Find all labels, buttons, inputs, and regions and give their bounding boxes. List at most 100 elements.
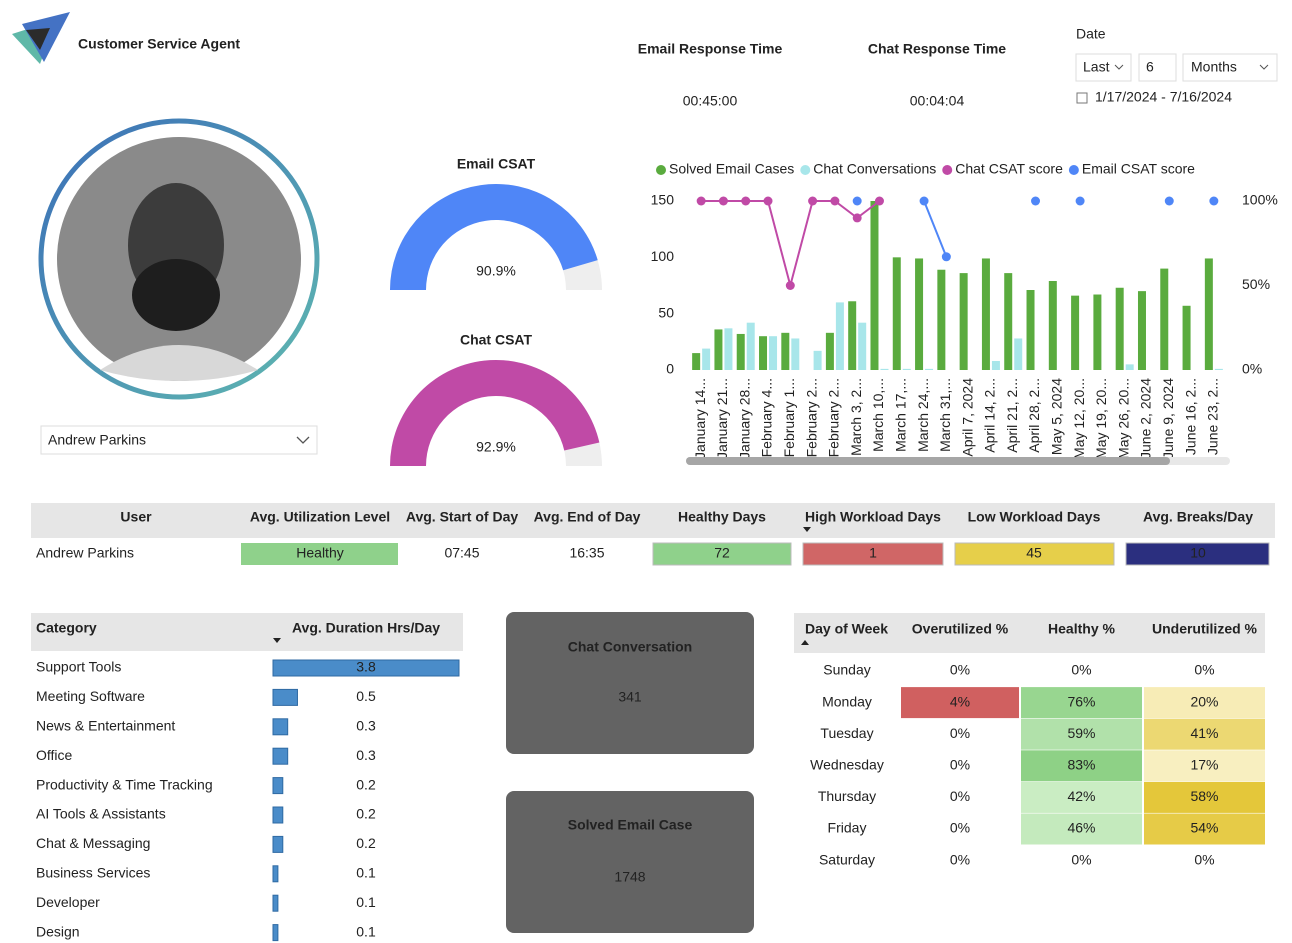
table-cell: 59% — [1067, 725, 1095, 741]
category-value: 0.1 — [356, 865, 376, 881]
y2-tick-label: 100% — [1242, 192, 1278, 208]
bar — [981, 258, 990, 370]
date-count: 6 — [1146, 59, 1154, 75]
category-value: 0.2 — [356, 806, 376, 822]
line-point — [852, 213, 862, 223]
x-tick-label: January 28... — [736, 378, 752, 459]
bar — [870, 201, 879, 370]
table-cell: 41% — [1190, 725, 1218, 741]
table-cell: 0% — [950, 725, 970, 741]
table-cell: 72 — [714, 545, 730, 561]
heat-cell — [1021, 813, 1142, 845]
x-tick-label: June 2, 2024 — [1138, 378, 1154, 459]
table-cell: 0% — [950, 788, 970, 804]
table-cell: 42% — [1067, 788, 1095, 804]
bar — [714, 329, 723, 370]
bar — [1182, 305, 1191, 370]
y-tick-label: 50 — [658, 304, 674, 320]
heat-cell — [1144, 718, 1265, 750]
date-label: Date — [1076, 26, 1106, 42]
table-cell: Healthy — [296, 545, 343, 561]
line-point — [785, 281, 795, 290]
table-cell: Andrew Parkins — [36, 545, 134, 561]
table-cell: 0% — [950, 820, 970, 836]
x-tick-label: April 28, 2... — [1026, 378, 1042, 453]
x-tick-label: February 2... — [803, 378, 819, 457]
bar — [880, 368, 889, 370]
heat-cell — [1144, 781, 1265, 813]
legend-label: Solved Email Cases — [669, 161, 794, 177]
bar — [759, 336, 768, 370]
table-cell: 16:35 — [569, 545, 604, 561]
x-tick-label: February 4... — [759, 378, 775, 457]
line-point — [741, 196, 751, 206]
cell-bar — [652, 542, 792, 566]
column-header: Category — [36, 620, 97, 636]
bar — [1204, 258, 1213, 370]
bar — [959, 273, 968, 370]
y-tick-label: 100 — [651, 248, 675, 264]
table-cell: 0% — [1194, 662, 1214, 678]
legend-marker — [656, 165, 666, 175]
card — [506, 791, 754, 933]
table-cell: 58% — [1190, 788, 1218, 804]
bar — [892, 257, 901, 370]
column-header: Healthy Days — [678, 509, 766, 525]
card — [506, 612, 754, 754]
x-tick-label: June 23, 2... — [1205, 378, 1221, 455]
category-name: Developer — [36, 894, 100, 910]
heat-cell — [1021, 687, 1142, 719]
gauge-title: Chat CSAT — [460, 332, 533, 348]
category-value: 0.1 — [356, 894, 376, 910]
x-tick-label: June 9, 2024 — [1160, 378, 1176, 459]
card-title: Chat Conversation — [568, 639, 692, 655]
y-tick-label: 150 — [651, 192, 675, 208]
category-name: News & Entertainment — [36, 718, 175, 734]
table-header-bg — [794, 613, 1265, 653]
x-tick-label: April 21, 2... — [1004, 378, 1020, 453]
card-title: Solved Email Case — [568, 817, 693, 833]
agent-dropdown[interactable] — [40, 425, 318, 455]
category-name: Support Tools — [36, 659, 121, 675]
bar — [848, 301, 857, 370]
table-cell: 0% — [1071, 662, 1091, 678]
agent-photo — [38, 118, 320, 400]
column-header: Avg. Utilization Level — [250, 509, 390, 525]
logo — [12, 12, 70, 64]
category-name: AI Tools & Assistants — [36, 806, 166, 822]
x-tick-label: January 21... — [714, 378, 730, 459]
table-cell: 0% — [1194, 851, 1214, 867]
data-bar — [272, 924, 279, 942]
category-value: 0.3 — [356, 718, 376, 734]
y2-tick-label: 0% — [1242, 361, 1262, 377]
card-value: 1748 — [614, 869, 645, 885]
bar — [791, 338, 800, 370]
heat-cell — [1144, 750, 1265, 782]
legend-label: Chat Conversations — [813, 161, 936, 177]
table-cell: Wednesday — [810, 757, 884, 773]
category-name: Office — [36, 747, 73, 763]
x-tick-label: May 26, 20... — [1115, 378, 1131, 459]
data-bar — [272, 718, 289, 736]
table-header-bg — [31, 613, 463, 651]
table-cell: 0% — [950, 851, 970, 867]
bar — [813, 350, 822, 370]
column-header: Avg. End of Day — [534, 509, 641, 525]
data-bar — [272, 777, 284, 795]
line-point — [874, 196, 884, 206]
bar — [1048, 280, 1057, 370]
kpi-value: 00:45:00 — [683, 93, 738, 109]
x-tick-label: February 1... — [781, 378, 797, 457]
column-header: Low Workload Days — [968, 509, 1101, 525]
date-unit: Months — [1191, 59, 1237, 75]
x-tick-label: April 14, 2... — [982, 378, 998, 453]
line-point — [808, 196, 818, 206]
date-filter-boxes[interactable] — [1075, 53, 1278, 104]
x-tick-label: March 31,... — [937, 378, 953, 452]
heat-cell — [901, 687, 1019, 719]
category-value: 0.2 — [356, 776, 376, 792]
bar — [937, 269, 946, 370]
table-cell: 54% — [1190, 820, 1218, 836]
bar — [746, 322, 755, 370]
category-value: 0.1 — [356, 923, 376, 939]
